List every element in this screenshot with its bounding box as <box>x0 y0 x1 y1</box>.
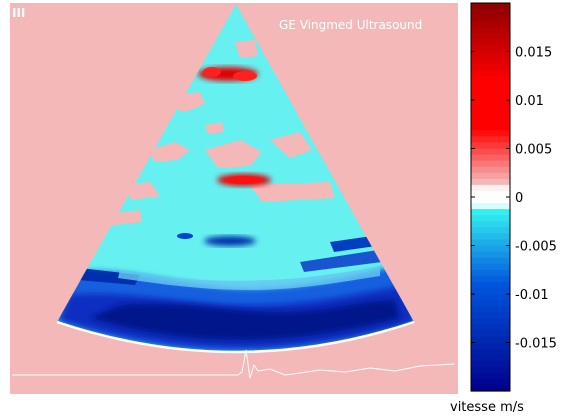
colorbar-step <box>471 366 510 374</box>
colorbar-tick-label: -0.015 <box>515 337 557 352</box>
colorbar-step <box>471 190 510 198</box>
colorbar-step <box>471 263 510 271</box>
colorbar-step <box>471 312 510 319</box>
colorbar-step <box>471 318 510 325</box>
mid-band <box>118 268 380 290</box>
colorbar-ticks: 0.015 0.01 0.005 0 -0.005 -0.01 -0.015 <box>471 46 557 352</box>
colorbar-step <box>471 306 510 313</box>
colorbar-step <box>471 136 510 144</box>
sector-arc <box>56 320 415 354</box>
colorbar-step <box>471 21 510 28</box>
colorbar-step <box>471 384 510 392</box>
colorbar-step <box>471 130 510 137</box>
colorbar-step <box>471 118 510 125</box>
colorbar-label: vitesse m/s <box>450 400 524 415</box>
colorbar-step <box>471 209 510 216</box>
colorbar-step <box>471 227 510 234</box>
colorbar-step <box>471 75 510 83</box>
colorbar-step <box>471 342 510 350</box>
colorbar-step <box>471 251 510 259</box>
colorbar-step <box>471 287 510 295</box>
negative-flow <box>57 233 414 352</box>
colorbar-step <box>471 275 510 283</box>
colorbar-step <box>471 203 510 210</box>
watermark-text: GE Vingmed Ultrasound <box>279 18 422 32</box>
colorbar-step <box>471 39 510 47</box>
colorbar-step <box>471 294 510 301</box>
colorbar-step <box>471 166 510 174</box>
positive-flow <box>198 67 271 186</box>
colorbar-step <box>471 15 510 22</box>
colorbar-step <box>471 257 510 265</box>
colorbar-step <box>471 100 510 107</box>
colorbar-step <box>471 9 510 16</box>
colorbar-step <box>471 215 510 222</box>
colorbar-step <box>471 3 510 10</box>
colorbar-step <box>471 160 510 168</box>
colorbar-step <box>471 197 510 204</box>
colorbar-step <box>471 360 510 368</box>
colorbar-tick-label: 0.015 <box>515 46 552 61</box>
colorbar-step <box>471 124 510 131</box>
corner-mark: III <box>12 6 25 20</box>
watermark-box <box>274 16 454 33</box>
colorbar-step <box>471 178 510 186</box>
colorbar-step <box>471 51 510 59</box>
colorbar-step <box>471 172 510 180</box>
colorbar-step <box>471 221 510 228</box>
colorbar-step <box>471 245 510 253</box>
colorbar-tick-label: 0.01 <box>515 94 544 109</box>
colorbar-tick-label: -0.005 <box>515 240 557 255</box>
colorbar-step <box>471 184 510 192</box>
colorbar-step <box>471 142 510 150</box>
colorbar-step <box>471 57 510 65</box>
colorbar: 0.015 0.01 0.005 0 -0.005 -0.01 -0.015 vitesse… <box>450 2 557 415</box>
colorbar-step <box>471 27 510 34</box>
colorbar-step <box>471 148 510 156</box>
colorbar-tick-label: 0.005 <box>515 143 552 158</box>
colorbar-step <box>471 33 510 40</box>
colorbar-step <box>471 154 510 162</box>
colorbar-step <box>471 300 510 307</box>
colorbar-step <box>471 93 510 101</box>
colorbar-step <box>471 81 510 89</box>
ecg-trace <box>12 349 456 379</box>
colorbar-tick-label: 0 <box>515 191 523 206</box>
colorbar-step <box>471 330 510 338</box>
colorbar-step <box>471 63 510 71</box>
colorbar-step <box>471 348 510 356</box>
colorbar-step <box>471 372 510 380</box>
colorbar-step <box>471 112 510 119</box>
colorbar-step <box>471 239 510 247</box>
colorbar-step <box>471 106 510 113</box>
colorbar-step <box>471 69 510 77</box>
colorbar-step <box>471 281 510 289</box>
colorbar-step <box>471 45 510 53</box>
colorbar-step <box>471 269 510 277</box>
colorbar-step <box>471 336 510 344</box>
colorbar-step <box>471 233 510 241</box>
colorbar-step <box>471 354 510 362</box>
colorbar-step <box>471 324 510 331</box>
colorbar-step <box>471 87 510 95</box>
colorbar-step <box>471 378 510 386</box>
colorbar-tick-label: -0.01 <box>515 288 549 303</box>
colorbar-steps <box>471 3 510 392</box>
